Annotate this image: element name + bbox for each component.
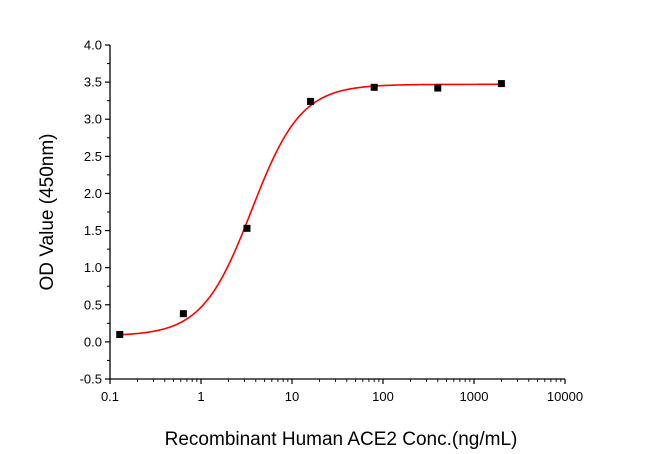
x-tick-label: 1000 [460,389,489,404]
x-tick-label: 10 [285,389,299,404]
x-tick-label: 0.1 [101,389,119,404]
data-point [497,80,505,88]
data-point [243,224,251,232]
y-tick-label: 4.0 [84,38,102,53]
y-axis-title: OD Value (450nm) [37,134,58,291]
x-tick-label: 100 [372,389,394,404]
x-tick-label: 1 [197,389,204,404]
y-tick-label: 2.5 [84,149,102,164]
y-tick-label: 3.0 [84,112,102,127]
data-point [370,83,378,91]
y-tick-label: 1.5 [84,223,102,238]
y-tick-label: 2.0 [84,186,102,201]
x-axis-title: Recombinant Human ACE2 Conc.(ng/mL) [165,429,518,450]
data-point [434,84,442,92]
data-point [307,97,315,105]
y-tick-label: 0.5 [84,297,102,312]
x-tick-label: 10000 [547,389,583,404]
y-tick-label: -0.5 [80,372,102,387]
y-tick-label: 3.5 [84,75,102,90]
plot-area: -0.5 0.0 0.5 1.0 1.5 2.0 2.5 3.0 3.5 4.0 0.1 1 10 100… [80,38,583,405]
y-tick-label: 0.0 [84,334,102,349]
y-tick-label: 1.0 [84,260,102,275]
data-point [116,330,124,338]
data-point [179,310,187,318]
fit-curve [119,83,502,336]
